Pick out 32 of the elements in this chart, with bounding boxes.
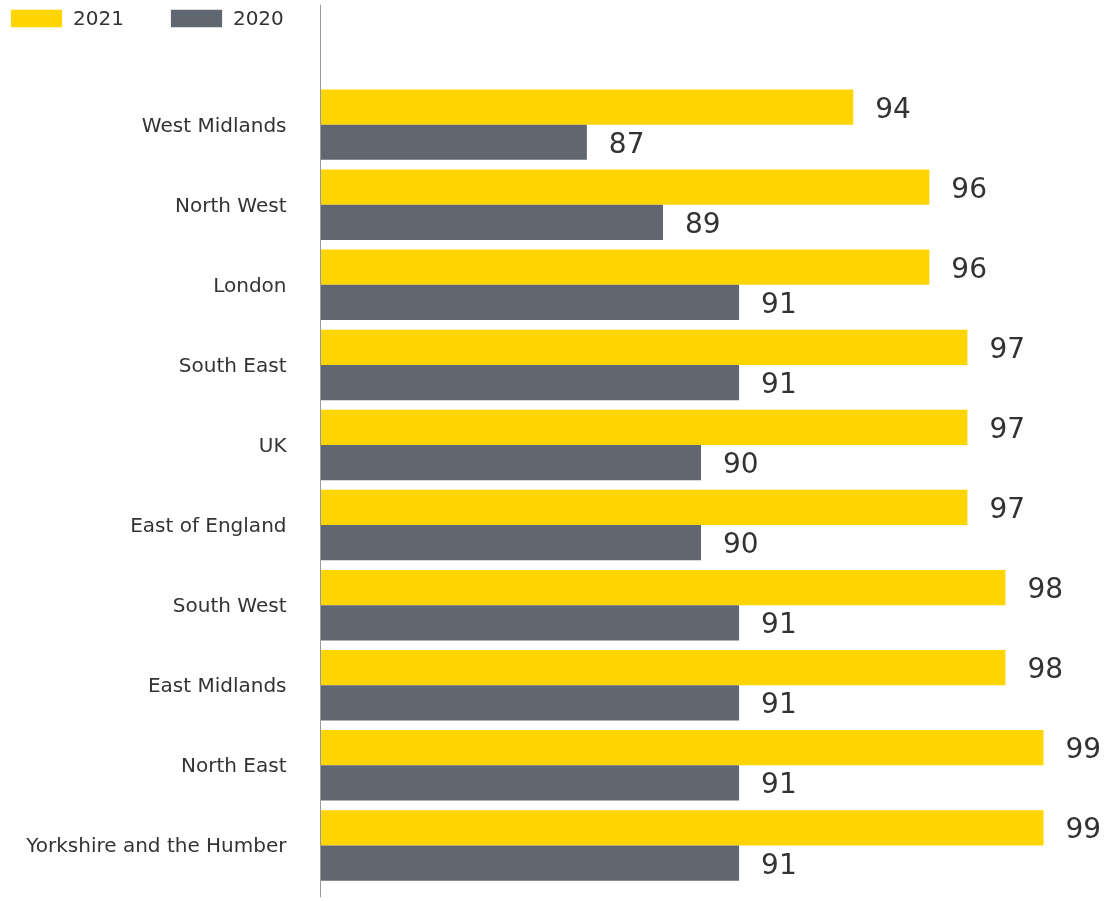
data-label: 97 bbox=[989, 331, 1026, 365]
data-label: 99 bbox=[1065, 732, 1102, 766]
data-label: 98 bbox=[1027, 572, 1064, 606]
y-tick-label: London bbox=[213, 272, 287, 297]
y-tick-label: South West bbox=[172, 593, 287, 618]
y-tick-label: East of England bbox=[130, 513, 287, 538]
data-label: 94 bbox=[875, 91, 911, 125]
y-tick-label: Yorkshire and the Humber bbox=[25, 833, 288, 858]
y-tick-label: North East bbox=[181, 753, 287, 778]
data-label: 91 bbox=[761, 687, 797, 721]
data-label: 96 bbox=[951, 171, 987, 205]
legend-label: 2021 bbox=[73, 6, 124, 30]
y-tick-label: East Midlands bbox=[147, 673, 287, 698]
data-label: 99 bbox=[1065, 812, 1102, 846]
data-label: 98 bbox=[1027, 652, 1064, 686]
data-label: 96 bbox=[951, 251, 987, 285]
data-label: 91 bbox=[761, 286, 797, 320]
y-tick-label: West Midlands bbox=[141, 112, 287, 137]
data-label: 87 bbox=[608, 126, 645, 160]
data-label: 91 bbox=[761, 767, 797, 801]
data-label: 97 bbox=[989, 491, 1026, 525]
data-label: 90 bbox=[723, 527, 759, 561]
y-tick-label: South East bbox=[178, 352, 287, 377]
data-label: 89 bbox=[684, 206, 721, 240]
data-label: 91 bbox=[761, 847, 797, 881]
data-label: 91 bbox=[761, 607, 797, 641]
y-tick-label: UK bbox=[258, 432, 288, 457]
data-label: 97 bbox=[989, 411, 1026, 445]
data-label: 90 bbox=[723, 447, 759, 481]
legend-label: 2020 bbox=[232, 6, 284, 30]
data-label: 91 bbox=[761, 367, 797, 401]
y-tick-label: North West bbox=[175, 192, 287, 217]
